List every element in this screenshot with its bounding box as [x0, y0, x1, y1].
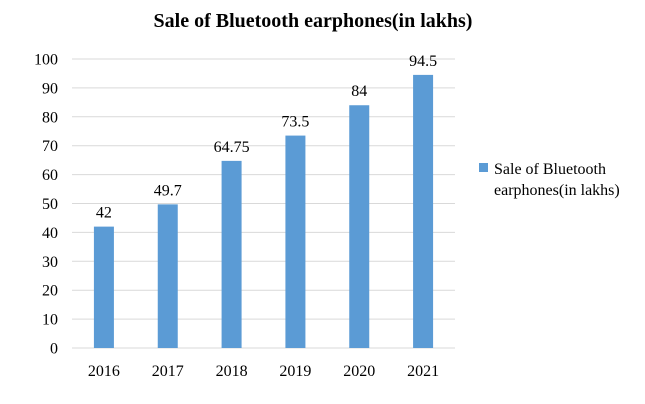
y-tick-label: 100: [34, 52, 58, 69]
legend-label: earphones(in lakhs): [494, 182, 620, 199]
bar-2019: [285, 135, 306, 348]
bar-2021: [413, 74, 434, 349]
y-tick-label: 20: [42, 283, 58, 300]
y-tick-label: 10: [42, 312, 58, 329]
axes: 0 10 20 30 40 50 60 70 80 90 100 2016 2017 2018 2019 20…: [34, 52, 455, 380]
legend-label: Sale of Bluetooth: [494, 161, 606, 178]
bar-2017: [157, 204, 178, 348]
bar-2018: [221, 160, 242, 348]
data-label: 94.5: [409, 53, 437, 70]
legend: Sale of Bluetooth earphones(in lakhs): [479, 161, 620, 199]
gridlines: [72, 58, 455, 320]
y-tick-label: 90: [42, 80, 58, 97]
x-tick-label: 2018: [216, 363, 248, 380]
x-tick-label: 2016: [88, 363, 120, 380]
chart-title: Sale of Bluetooth earphones(in lakhs): [154, 10, 473, 32]
y-tick-label: 60: [42, 167, 58, 184]
data-label: 64.75: [214, 139, 250, 156]
bar-2016: [93, 226, 114, 348]
data-label: 73.5: [281, 114, 309, 131]
x-tick-label: 2020: [343, 363, 375, 380]
legend-swatch: [479, 163, 488, 172]
bar-series: [93, 74, 434, 349]
y-tick-label: 0: [50, 341, 58, 358]
x-tick-label: 2017: [152, 363, 184, 380]
data-label: 42: [96, 205, 112, 222]
data-label: 84: [351, 83, 367, 100]
y-tick-label: 70: [42, 138, 58, 155]
data-label: 49.7: [154, 182, 182, 199]
y-tick-label: 50: [42, 196, 58, 213]
bar-2020: [349, 105, 370, 349]
y-tick-label: 30: [42, 254, 58, 271]
y-tick-label: 40: [42, 225, 58, 242]
y-tick-label: 80: [42, 109, 58, 126]
x-tick-label: 2021: [407, 363, 439, 380]
data-labels: 42 49.7 64.75 73.5 84 94.5: [96, 53, 437, 222]
x-tick-label: 2019: [279, 363, 311, 380]
